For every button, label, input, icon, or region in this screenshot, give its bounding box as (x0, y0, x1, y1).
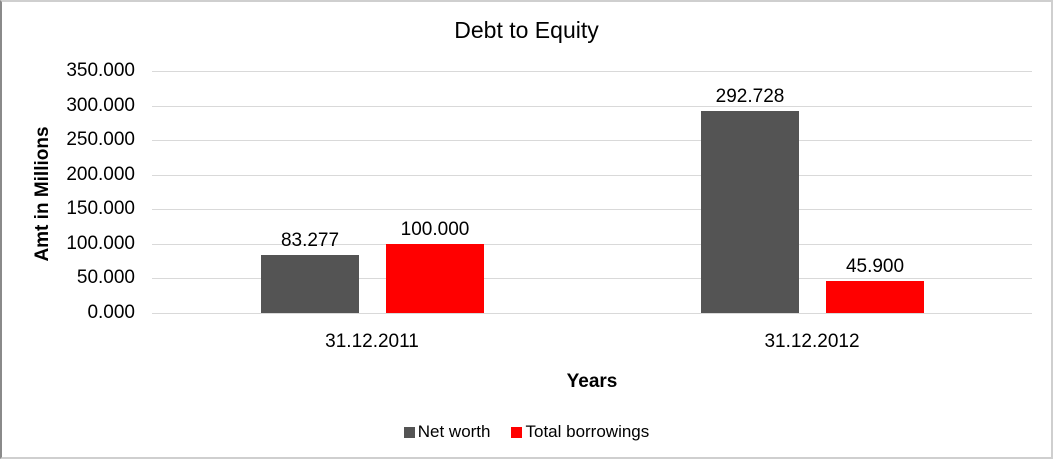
legend-label-net-worth: Net worth (417, 422, 491, 441)
legend-swatch-net-worth (403, 426, 415, 438)
y-tick-label: 300.000 (66, 95, 135, 116)
category-label-31-12-2011: 31.12.2011 (325, 331, 419, 352)
gridline (152, 244, 1032, 245)
gridline (152, 140, 1032, 141)
gridline (152, 175, 1032, 176)
legend-swatch-total-borrowings (511, 426, 523, 438)
data-label-net-worth-31-12-2012: 292.728 (715, 86, 785, 107)
gridline (152, 313, 1032, 314)
bar-net-worth-31-12-2011 (261, 255, 359, 313)
gridline (152, 106, 1032, 107)
y-tick-label: 0.000 (87, 302, 135, 323)
legend-label-total-borrowings: Total borrowings (525, 422, 650, 441)
legend-item-total-borrowings: Total borrowings (511, 423, 649, 441)
legend: Net worth Total borrowings (2, 423, 1051, 441)
y-tick-label: 250.000 (66, 129, 135, 150)
x-axis-title: Years (566, 371, 618, 392)
gridline (152, 71, 1032, 72)
y-tick-label: 150.000 (66, 198, 135, 219)
y-tick-label: 200.000 (66, 164, 135, 185)
y-tick-label: 100.000 (66, 233, 135, 254)
bar-total-borrowings-31-12-2011 (386, 244, 484, 313)
data-label-total-borrowings-31-12-2012: 45.900 (845, 256, 905, 277)
y-tick-label: 50.000 (76, 267, 135, 288)
bar-total-borrowings-31-12-2012 (826, 281, 924, 313)
y-tick-label: 350.000 (66, 60, 135, 81)
data-label-total-borrowings-31-12-2011: 100.000 (400, 219, 470, 240)
gridline (152, 209, 1032, 210)
bar-net-worth-31-12-2012 (701, 111, 799, 313)
category-label-31-12-2012: 31.12.2012 (764, 331, 860, 352)
chart-title: Debt to Equity (454, 17, 599, 43)
data-label-net-worth-31-12-2011: 83.277 (280, 230, 340, 251)
gridline (152, 278, 1032, 279)
legend-item-net-worth: Net worth (403, 422, 491, 441)
